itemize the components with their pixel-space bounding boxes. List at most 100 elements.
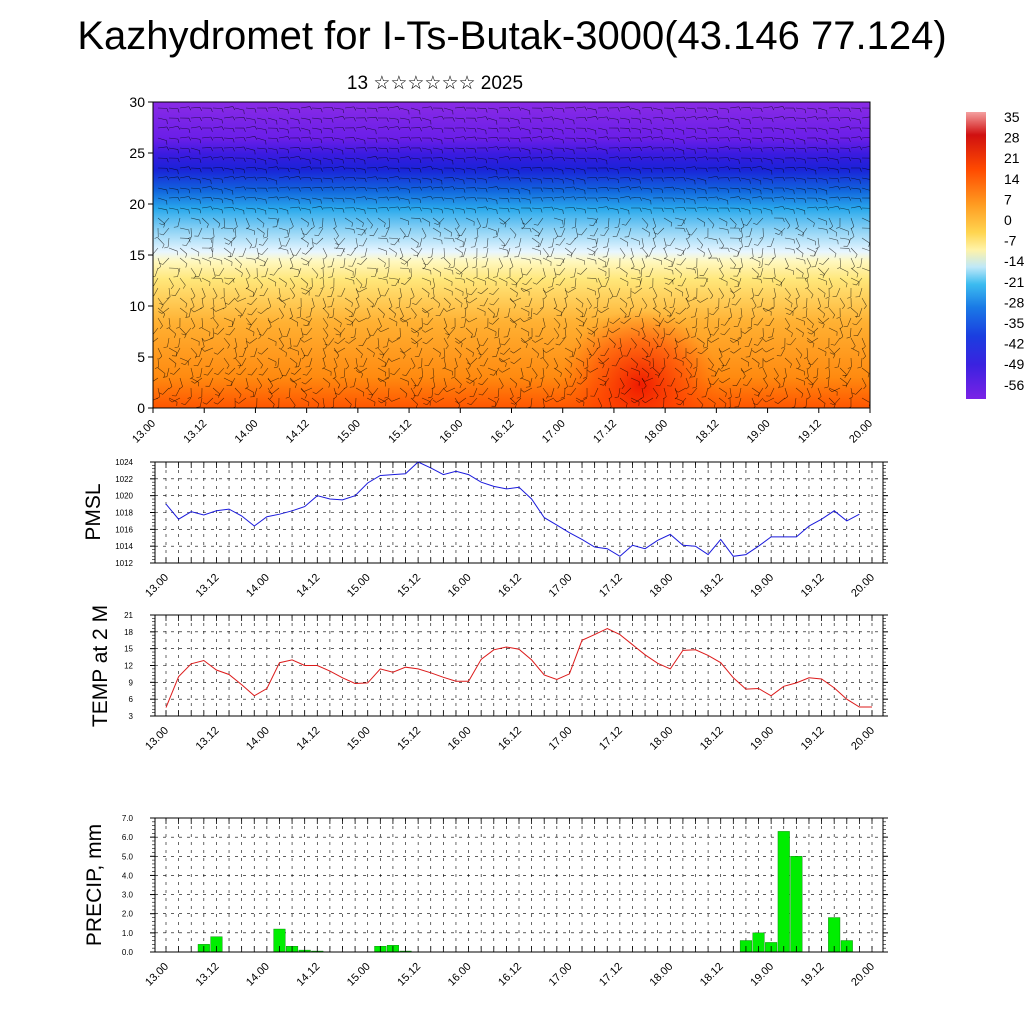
wind-barb [179,307,188,314]
wind-barb-flag [815,128,818,133]
wind-barb [190,187,200,190]
wind-barb [311,197,321,201]
wind-barb [649,347,654,357]
wind-barb-flag [727,126,731,131]
wind-barb [306,327,313,336]
wind-barb-flag [791,332,793,338]
wind-barb [333,377,341,385]
wind-barb [245,317,252,326]
wind-barb-flag [397,119,400,124]
wind-barb-flag [194,354,198,359]
wind-barb-flag [705,197,708,201]
wind-barb [618,217,621,227]
wind-barb [212,177,222,180]
wind-barb [344,106,354,109]
wind-barb-flag [158,262,163,265]
wind-barb-flag [636,363,638,368]
wind-barb [410,107,420,111]
wind-barb [344,397,352,405]
wind-barb [784,257,789,267]
wind-barb [278,277,287,284]
wind-barb [737,247,742,257]
wind-barb-flag [855,254,858,259]
wind-barb-flag [254,176,258,181]
cross-section-ytick-label: 25 [129,145,145,161]
wind-barb-flag [762,308,766,312]
wind-barb-flag [388,339,393,343]
wind-barb-flag [463,196,467,201]
wind-barb-flag [302,373,307,376]
wind-barb [811,357,819,365]
wind-barb-flag [483,246,488,249]
wind-barb [850,206,860,209]
wind-barb-flag [760,116,764,121]
wind-barb-flag [859,108,862,113]
wind-barb [539,327,544,337]
wind-barb-flag [836,316,841,319]
wind-barb [331,287,335,297]
wind-barb-flag [345,365,349,370]
wind-barb [574,277,577,287]
wind-barb [465,207,475,210]
wind-barb-flag [799,354,803,359]
xtick-label: 16.00 [446,572,474,600]
wind-barb [439,307,445,317]
wind-barb-flag [408,178,411,183]
wind-barb [674,387,679,397]
wind-barb-flag [650,120,652,125]
wind-barb-flag [418,326,423,329]
wind-barb [795,317,805,322]
wind-barb [606,257,610,267]
wind-barb-flag [837,178,840,183]
wind-barb-flag [529,259,531,264]
wind-barb [860,257,863,267]
wind-barb [388,126,398,129]
wind-barb-flag [830,343,835,346]
wind-barb-flag [353,229,355,234]
wind-barb-flag [747,326,752,329]
wind-barb-flag [447,335,450,339]
wind-barb-flag [510,350,514,354]
wind-barb [640,267,643,277]
wind-barb [733,337,742,343]
wind-barb-flag [727,248,730,253]
wind-barb [157,126,167,129]
wind-barb [575,317,584,323]
wind-barb-flag [473,256,477,259]
wind-barb-flag [213,352,218,355]
wind-barb [267,217,277,220]
wind-barb [707,196,717,199]
wind-barb [458,397,467,404]
wind-barb [616,227,621,237]
wind-barb-flag [778,384,781,389]
wind-barb-flag [470,246,475,248]
wind-barb-flag [159,223,164,226]
wind-barbs [153,106,870,408]
wind-barb-flag [617,179,620,184]
wind-barb [300,277,308,285]
wind-barb [850,187,860,190]
wind-barb-flag [210,136,214,141]
wind-barb [586,347,592,356]
wind-barb-flag [562,148,565,153]
wind-barb-flag [331,118,334,123]
wind-barb [318,227,324,236]
wind-barb-flag [494,336,499,339]
wind-barb [448,327,456,336]
wind-barb [564,377,568,387]
wind-barb [286,327,291,337]
wind-barb-flag [386,238,389,243]
wind-barb-flag [276,128,279,133]
wind-barb [231,247,236,257]
wind-barb [542,357,549,366]
wind-barb [201,177,211,181]
wind-barb-flag [498,359,503,363]
ytick-label: 1020 [115,492,133,501]
wind-barb [806,237,816,242]
ytick-label: 2.0 [122,910,134,919]
wind-barb [249,337,258,344]
wind-barb [234,287,240,297]
wind-barb-flag [788,294,791,299]
wind-barb-flag [793,198,796,203]
wind-barb [784,307,794,313]
